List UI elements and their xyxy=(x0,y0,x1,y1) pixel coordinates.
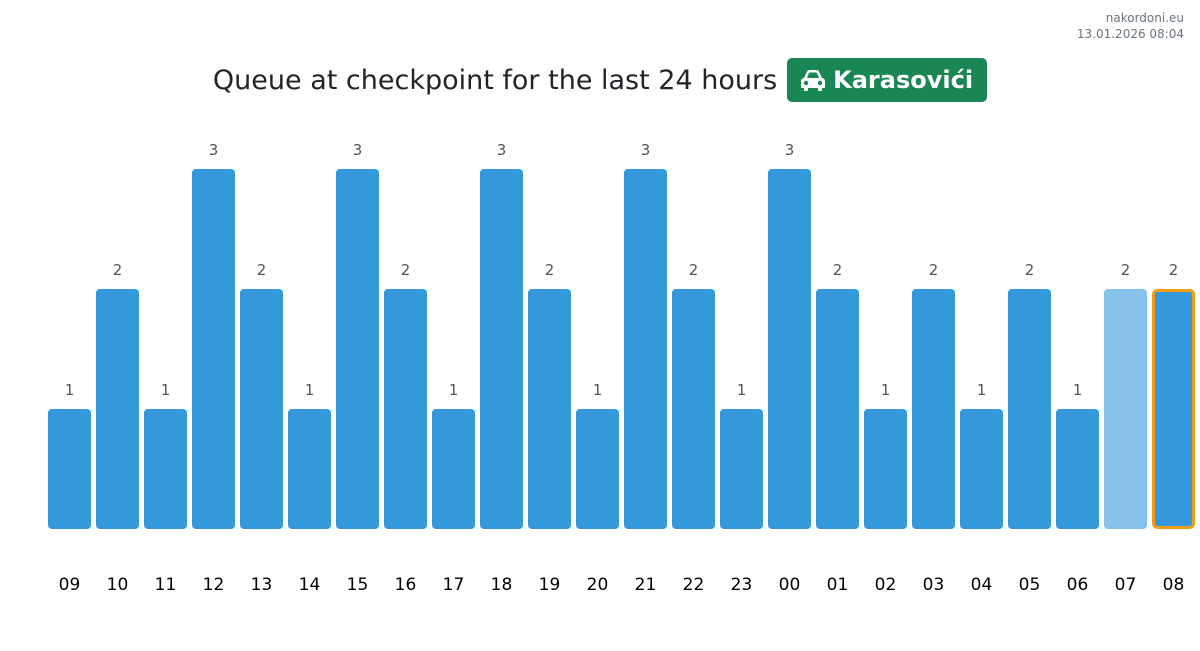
value-label-20: 1 xyxy=(593,381,603,399)
hour-label-19: 19 xyxy=(539,575,561,595)
bar-10[interactable] xyxy=(96,289,139,529)
value-label-14: 1 xyxy=(305,381,315,399)
bar-01[interactable] xyxy=(816,289,859,529)
hour-label-16: 16 xyxy=(395,575,417,595)
value-label-23: 1 xyxy=(737,381,747,399)
checkpoint-badge[interactable]: Karasovići xyxy=(787,58,988,102)
hour-label-05: 05 xyxy=(1019,575,1041,595)
hour-label-07: 07 xyxy=(1115,575,1137,595)
hour-label-09: 09 xyxy=(59,575,81,595)
hour-label-23: 23 xyxy=(731,575,753,595)
value-label-13: 2 xyxy=(257,261,267,279)
bar-08[interactable] xyxy=(1152,289,1195,529)
value-label-15: 3 xyxy=(353,141,363,159)
value-label-22: 2 xyxy=(689,261,699,279)
bar-04[interactable] xyxy=(960,409,1003,529)
hour-label-21: 21 xyxy=(635,575,657,595)
value-label-19: 2 xyxy=(545,261,555,279)
hour-label-04: 04 xyxy=(971,575,993,595)
hour-label-12: 12 xyxy=(203,575,225,595)
value-label-09: 1 xyxy=(65,381,75,399)
hour-label-20: 20 xyxy=(587,575,609,595)
bar-11[interactable] xyxy=(144,409,187,529)
value-label-16: 2 xyxy=(401,261,411,279)
hour-label-01: 01 xyxy=(827,575,849,595)
value-label-18: 3 xyxy=(497,141,507,159)
hour-label-15: 15 xyxy=(347,575,369,595)
value-label-06: 1 xyxy=(1073,381,1083,399)
hour-label-03: 03 xyxy=(923,575,945,595)
hour-label-13: 13 xyxy=(251,575,273,595)
bar-23[interactable] xyxy=(720,409,763,529)
hour-label-10: 10 xyxy=(107,575,129,595)
value-label-10: 2 xyxy=(113,261,123,279)
bar-16[interactable] xyxy=(384,289,427,529)
value-label-01: 2 xyxy=(833,261,843,279)
timestamp: 13.01.2026 08:04 xyxy=(1076,27,1184,41)
bar-06[interactable] xyxy=(1056,409,1099,529)
hour-label-08: 08 xyxy=(1163,575,1185,595)
value-label-02: 1 xyxy=(881,381,891,399)
bar-21[interactable] xyxy=(624,169,667,529)
bar-18[interactable] xyxy=(480,169,523,529)
hour-label-06: 06 xyxy=(1067,575,1089,595)
value-label-12: 3 xyxy=(209,141,219,159)
hour-label-11: 11 xyxy=(155,575,177,595)
checkpoint-name: Karasovići xyxy=(833,66,974,94)
hour-label-02: 02 xyxy=(875,575,897,595)
bar-15[interactable] xyxy=(336,169,379,529)
bar-02[interactable] xyxy=(864,409,907,529)
value-label-05: 2 xyxy=(1025,261,1035,279)
value-label-07: 2 xyxy=(1121,261,1131,279)
bar-03[interactable] xyxy=(912,289,955,529)
page-title: Queue at checkpoint for the last 24 hour… xyxy=(212,64,778,96)
bar-19[interactable] xyxy=(528,289,571,529)
bar-20[interactable] xyxy=(576,409,619,529)
value-label-00: 3 xyxy=(785,141,795,159)
bar-00[interactable] xyxy=(768,169,811,529)
bar-07[interactable] xyxy=(1104,289,1147,529)
hour-label-17: 17 xyxy=(443,575,465,595)
bar-17[interactable] xyxy=(432,409,475,529)
value-label-04: 1 xyxy=(977,381,987,399)
bar-05[interactable] xyxy=(1008,289,1051,529)
bar-12[interactable] xyxy=(192,169,235,529)
value-label-17: 1 xyxy=(449,381,459,399)
site-info: nakordoni.eu 13.01.2026 08:04 xyxy=(1077,10,1184,42)
hour-label-22: 22 xyxy=(683,575,705,595)
bar-22[interactable] xyxy=(672,289,715,529)
hour-label-00: 00 xyxy=(779,575,801,595)
hour-label-14: 14 xyxy=(299,575,321,595)
car-icon xyxy=(799,68,827,92)
value-label-21: 3 xyxy=(641,141,651,159)
value-label-08: 2 xyxy=(1169,261,1179,279)
bar-13[interactable] xyxy=(240,289,283,529)
bar-09[interactable] xyxy=(48,409,91,529)
value-label-03: 2 xyxy=(929,261,939,279)
value-label-11: 1 xyxy=(161,381,171,399)
bar-14[interactable] xyxy=(288,409,331,529)
site-name: nakordoni.eu xyxy=(1105,11,1184,25)
hour-label-18: 18 xyxy=(491,575,513,595)
chart-header: Queue at checkpoint for the last 24 hour… xyxy=(0,58,1200,102)
